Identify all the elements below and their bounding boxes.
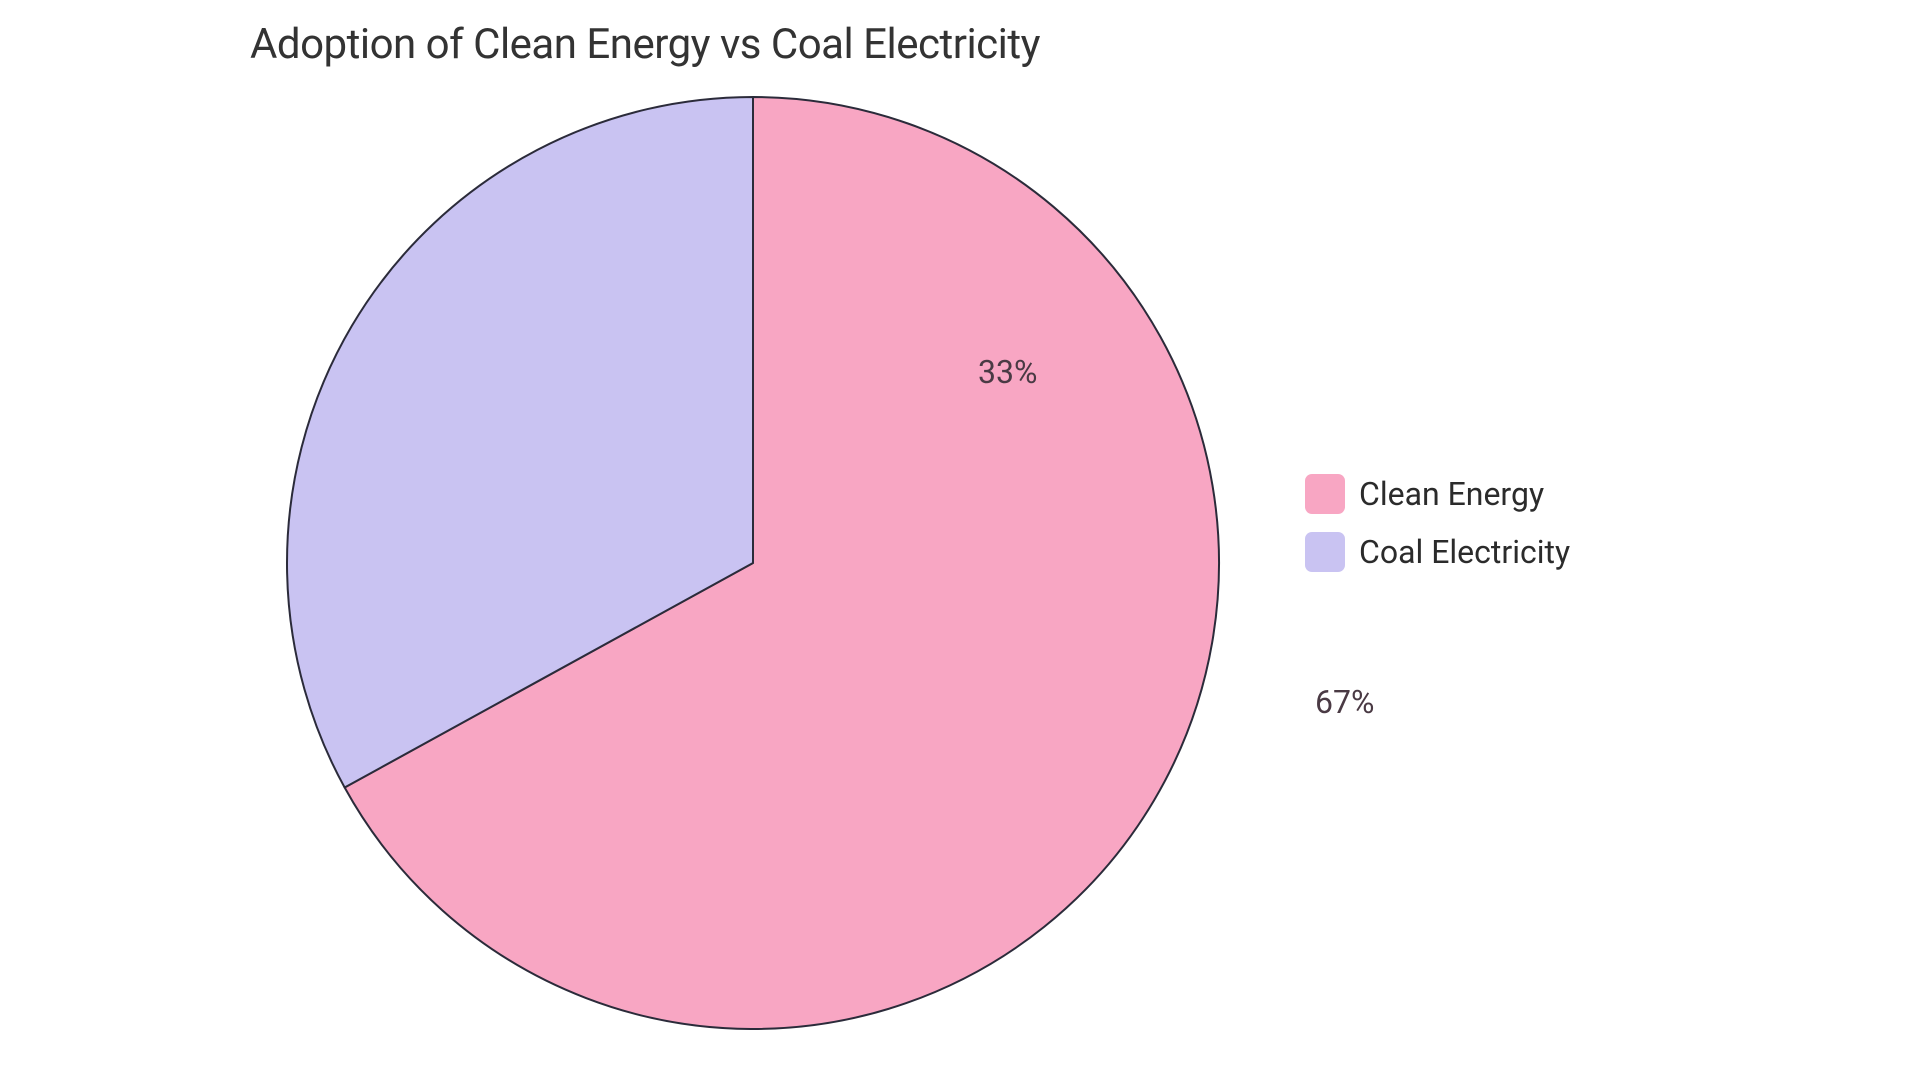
- legend-label-clean-energy: Clean Energy: [1359, 475, 1544, 513]
- slice-label-clean-energy: 67%: [1315, 683, 1374, 721]
- chart-container: Adoption of Clean Energy vs Coal Electri…: [0, 0, 1920, 1080]
- legend-label-coal-electricity: Coal Electricity: [1359, 533, 1570, 571]
- legend-swatch-clean-energy: [1305, 474, 1345, 514]
- chart-title: Adoption of Clean Energy vs Coal Electri…: [250, 20, 1040, 69]
- legend-swatch-coal-electricity: [1305, 532, 1345, 572]
- pie-svg: [285, 95, 1221, 1031]
- legend: Clean Energy Coal Electricity: [1305, 474, 1570, 572]
- pie-chart: 67% 33%: [285, 95, 1221, 1031]
- legend-item-coal-electricity: Coal Electricity: [1305, 532, 1570, 572]
- legend-item-clean-energy: Clean Energy: [1305, 474, 1570, 514]
- slice-label-coal-electricity: 33%: [978, 353, 1037, 391]
